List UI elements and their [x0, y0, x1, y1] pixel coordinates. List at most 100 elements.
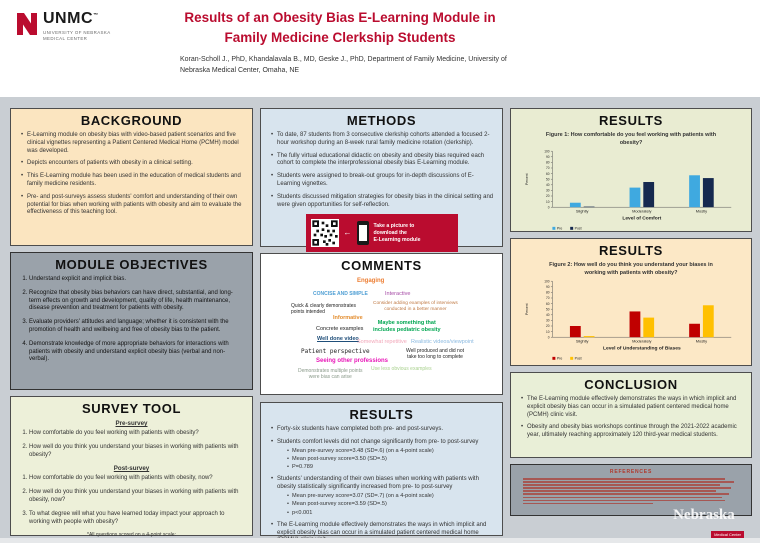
- comment-phrase: Maybe something that includes pediatric o…: [373, 320, 441, 333]
- trademark-symbol: ™: [93, 12, 99, 19]
- post-survey-question: How well do you think you understand you…: [29, 489, 244, 505]
- y-tick-label: 60: [546, 172, 550, 176]
- legend-swatch: [552, 357, 556, 361]
- legend-label: Pre: [557, 357, 563, 361]
- background-bullet: This E-Learning module has been used in …: [21, 173, 244, 189]
- y-tick-label: 10: [546, 200, 550, 204]
- comments-cloud: Engaging CONCISE AND SIMPLE Interactive Qui…: [261, 254, 502, 394]
- header: UNMC™ UNIVERSITY OF NEBRASKA MEDICAL CEN…: [0, 0, 760, 97]
- bar: [583, 206, 595, 208]
- category-label: Slightly: [576, 339, 589, 344]
- y-tick-label: 20: [546, 195, 550, 199]
- results-bullet: Students comfort levels did not change s…: [271, 439, 494, 472]
- reference-line-placeholder: [523, 493, 730, 496]
- y-tick-label: 0: [548, 336, 550, 340]
- qr-code: [310, 219, 339, 248]
- y-tick-label: 40: [546, 313, 550, 317]
- reference-line-placeholder: [523, 484, 721, 486]
- bar: [569, 203, 581, 208]
- y-tick-label: 10: [546, 330, 550, 334]
- nebraska-medical-center-logo: Nebraska Medical Center: [673, 508, 744, 541]
- section-title-conclusion: CONCLUSION: [584, 377, 678, 392]
- comment-phrase: Engaging: [357, 278, 385, 284]
- unmc-brand-text: UNMC: [43, 10, 93, 27]
- results-sub-bullet: P=0.789: [287, 464, 494, 472]
- y-tick-label: 20: [546, 325, 550, 329]
- reference-line-placeholder: [523, 502, 653, 505]
- comment-phrase: Quick & clearly demonstrates points inten…: [291, 303, 357, 315]
- bar: [643, 182, 655, 208]
- legend-swatch: [570, 227, 574, 231]
- reference-line-placeholder: [523, 499, 725, 502]
- bar: [583, 336, 595, 338]
- reference-line-placeholder: [523, 487, 732, 489]
- reference-line-placeholder: [523, 481, 734, 483]
- objective-item: Evaluate providers' attitudes and langua…: [29, 319, 244, 335]
- comment-phrase: CONCISE AND SIMPLE: [313, 291, 368, 297]
- objective-item: Demonstrate knowledge of more appropriat…: [29, 341, 244, 364]
- bar: [643, 317, 655, 338]
- section-title-results: RESULTS: [599, 243, 663, 258]
- y-tick-label: 40: [546, 183, 550, 187]
- results-sub-bullet: Mean post-survey score=3.50 (SD=.5): [287, 456, 494, 464]
- objective-item: Recognize that obesity bias behaviors ca…: [29, 290, 244, 313]
- category-label: Moderately: [632, 339, 651, 344]
- references-lines: [519, 478, 743, 505]
- y-tick-label: 50: [546, 308, 550, 312]
- y-tick-label: 70: [546, 297, 550, 301]
- legend-swatch: [570, 357, 574, 361]
- y-tick-label: 90: [546, 155, 550, 159]
- reference-line-placeholder: [523, 496, 723, 499]
- bar: [689, 175, 700, 208]
- bar-chart-bias-understanding: 0 10 20 30 40 50 60 70 80 90 100 Slightly Moderately…: [519, 278, 743, 363]
- unmc-logo: UNMC™ UNIVERSITY OF NEBRASKA MEDICAL CEN…: [16, 11, 111, 41]
- nebraska-logo-text: Nebraska: [673, 507, 735, 523]
- objective-item: Understand explicit and implicit bias.: [29, 276, 244, 284]
- results-sub-bullet: p<0.001: [287, 510, 494, 518]
- category-label: Moderately: [632, 209, 651, 214]
- poster-title: Results of an Obesity Bias E-Learning Mo…: [184, 10, 496, 45]
- pre-survey-question: How well do you think you understand you…: [29, 444, 244, 460]
- legend-swatch: [552, 227, 556, 231]
- background-bullet: E-Learning module on obesity bias with v…: [21, 132, 244, 155]
- panel-results-figure2: RESULTS Figure 2: How well do you think …: [510, 238, 752, 366]
- post-survey-label: Post-survey: [113, 465, 150, 473]
- category-label: Mostly: [696, 209, 707, 214]
- results-sub-bullet: Mean pre-survey score=3.48 (SD=.6) (on a…: [287, 448, 494, 456]
- pre-survey-label: Pre-survey: [115, 420, 148, 427]
- y-tick-label: 60: [546, 302, 550, 306]
- qr-banner-text: Take a picture to download the E-Learnin…: [373, 222, 421, 243]
- arrow-left-icon: ←: [343, 228, 352, 238]
- panel-results-figure1: RESULTS Figure 1: How comfortable do you…: [510, 108, 752, 232]
- section-title-results: RESULTS: [599, 113, 663, 128]
- reference-line-placeholder: [523, 478, 725, 480]
- y-tick-label: 100: [544, 150, 549, 154]
- x-axis-label: Level of Understanding of Biases: [603, 346, 681, 352]
- y-tick-label: 50: [546, 178, 550, 182]
- x-axis-label: Level of Comfort: [622, 216, 661, 222]
- comment-phrase: Demonstrates multiple points were bias ca…: [298, 368, 363, 380]
- results-sub-bullet: Mean post-survey score=3.59 (SD=.5): [287, 501, 494, 509]
- results-sub-bullet: Mean pre-survey score=3.07 (SD=.7) (on a…: [287, 493, 494, 501]
- figure2-caption: Figure 2: How well do you think you unde…: [549, 262, 713, 276]
- section-title-references: REFERENCES: [609, 469, 653, 475]
- qr-banner: ← Take a picture to download the E-Learn…: [305, 214, 458, 253]
- section-title-survey-tool: SURVEY TOOL: [81, 401, 182, 416]
- bar: [689, 324, 700, 338]
- unmc-tagline: UNIVERSITY OF NEBRASKA MEDICAL CENTER: [43, 30, 111, 41]
- results-bullet: Forty-six students have completed both p…: [271, 426, 494, 434]
- comment-phrase: Informative: [333, 315, 363, 321]
- comment-phrase: Well done video: [317, 336, 359, 342]
- authors: Koran-Scholl J., PhD, Khandalavala B., M…: [180, 56, 507, 74]
- comment-phrase: Patient perspective: [301, 348, 370, 355]
- smartphone-icon: [356, 221, 369, 246]
- y-tick-label: 0: [548, 206, 550, 210]
- bar: [569, 326, 581, 338]
- results-bullet: Students' understanding of their own bia…: [271, 476, 494, 518]
- category-label: Slightly: [576, 209, 589, 214]
- panel-survey-tool: SURVEY TOOL Pre-survey How comfortable d…: [10, 396, 253, 543]
- bar: [629, 311, 641, 338]
